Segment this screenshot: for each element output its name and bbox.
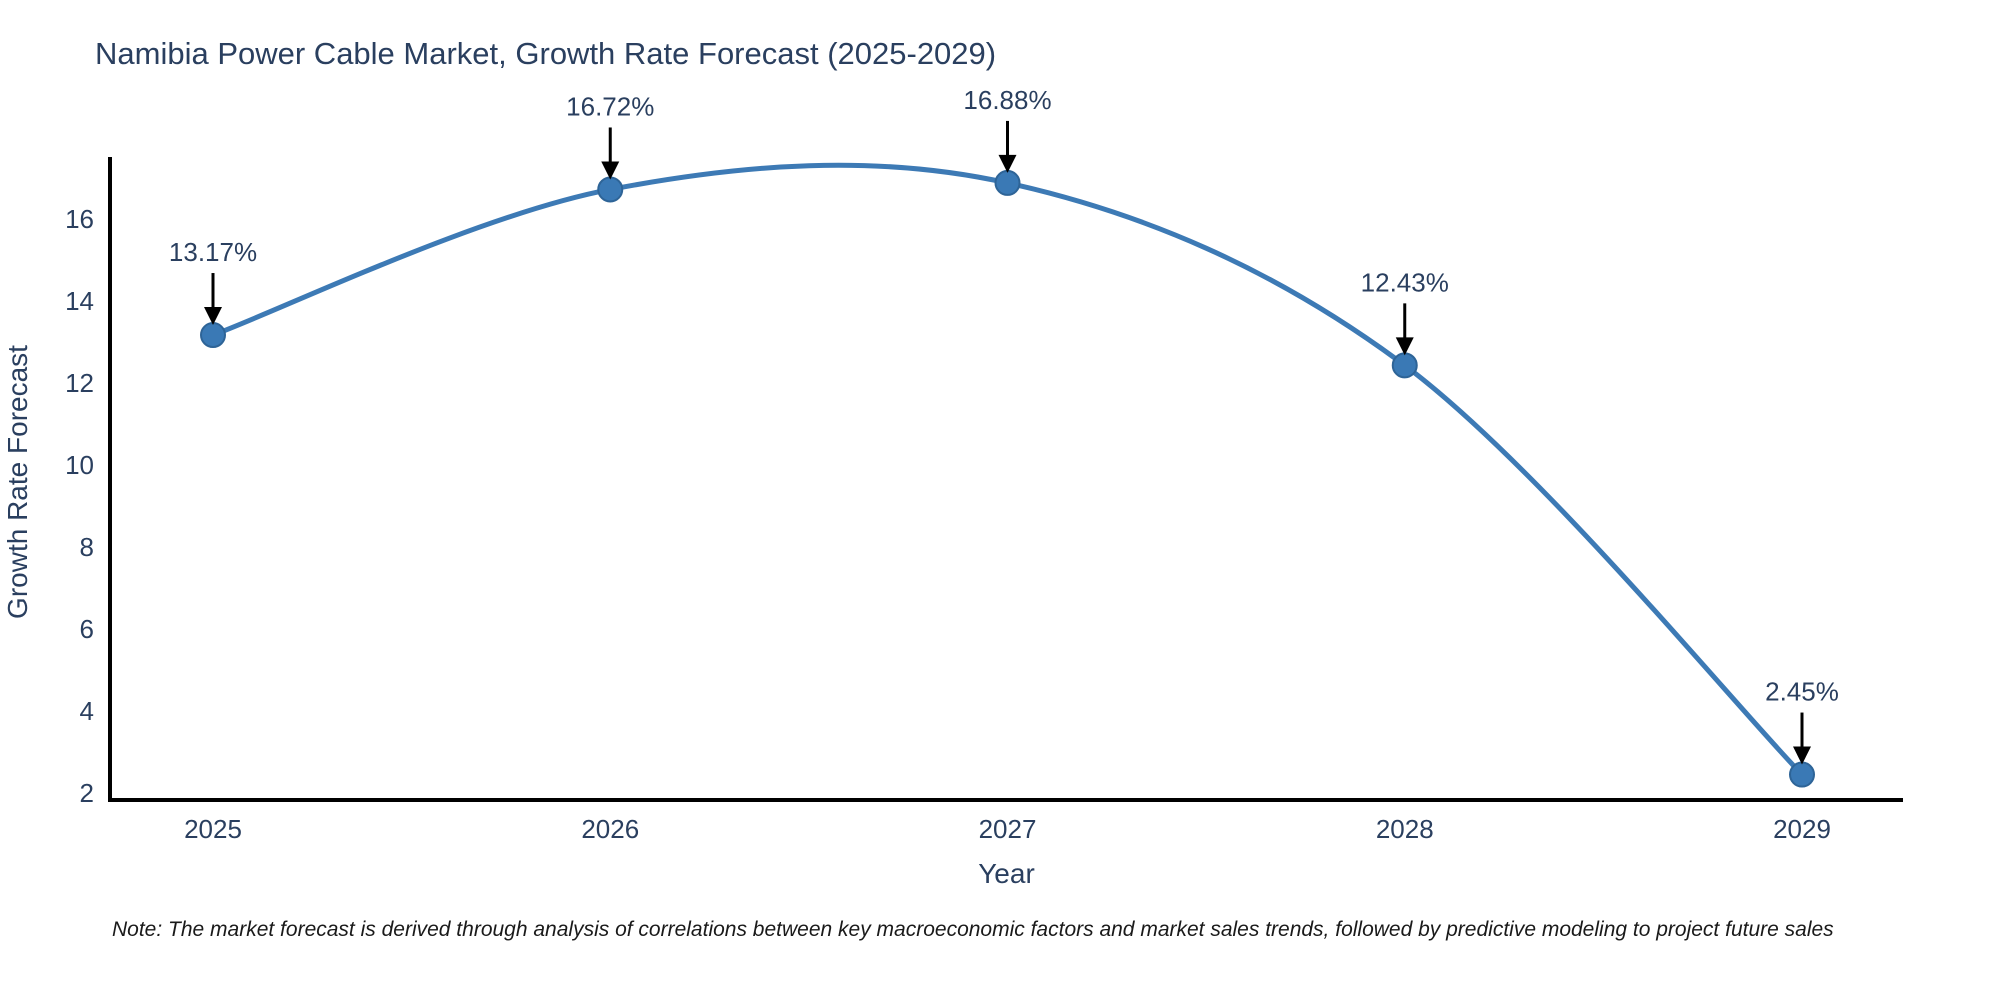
- y-tick-label: 8: [80, 532, 94, 562]
- x-axis-title: Year: [978, 858, 1035, 889]
- chart-title: Namibia Power Cable Market, Growth Rate …: [95, 36, 997, 71]
- x-tick-label: 2026: [581, 814, 639, 844]
- annotation-arrowhead-icon: [601, 161, 620, 180]
- point-label: 16.88%: [963, 85, 1051, 115]
- y-tick-label: 10: [65, 450, 94, 480]
- point-label: 2.45%: [1765, 677, 1839, 707]
- point-label: 12.43%: [1361, 267, 1449, 297]
- annotation-arrowhead-icon: [1395, 337, 1414, 356]
- y-tick-label: 2: [80, 778, 94, 808]
- x-tick-label: 2028: [1376, 814, 1434, 844]
- annotation-arrowhead-icon: [998, 154, 1017, 173]
- point-label: 16.72%: [566, 91, 654, 121]
- y-tick-label: 6: [80, 614, 94, 644]
- annotation-arrowhead-icon: [1793, 746, 1811, 765]
- y-tick-label: 16: [65, 204, 94, 234]
- y-tick-label: 14: [65, 286, 94, 316]
- data-point-marker[interactable]: [994, 169, 1021, 196]
- data-point-marker[interactable]: [597, 176, 624, 203]
- forecast-line: [212, 162, 1804, 777]
- data-point-marker[interactable]: [200, 322, 226, 349]
- annotation-arrowhead-icon: [204, 307, 222, 326]
- x-tick-label: 2025: [184, 814, 242, 844]
- y-tick-label: 4: [80, 696, 94, 726]
- y-tick-label: 12: [65, 368, 94, 398]
- data-point-marker[interactable]: [1391, 352, 1418, 379]
- x-tick-label: 2027: [979, 814, 1037, 844]
- point-label: 13.17%: [169, 237, 257, 267]
- footnote: Note: The market forecast is derived thr…: [112, 918, 1834, 941]
- data-point-marker[interactable]: [1789, 761, 1815, 788]
- x-tick-label: 2029: [1773, 814, 1831, 844]
